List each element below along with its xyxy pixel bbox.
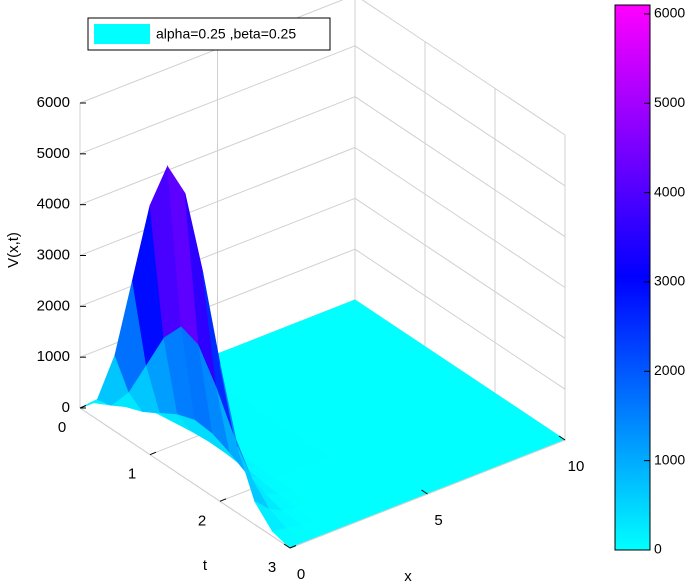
grid-line [354,197,566,339]
grid-line [354,96,566,238]
z-tick-label: 4000 [37,196,70,213]
legend: alpha=0.25 ,beta=0.25 [87,17,331,51]
t-tick-label: 0 [58,419,66,436]
z-tick-label: 2000 [37,297,70,314]
t-tick [219,498,227,502]
z-tick-label: 5000 [37,145,70,162]
t-tick [289,545,297,549]
z-axis-label: V(x,t) [5,232,22,268]
x-tick [558,435,566,441]
x-tick-label: 5 [434,512,442,529]
t-tick-label: 2 [198,512,206,529]
colorbar-tick-label: 1000 [654,451,685,467]
colorbar-tick-label: 6000 [654,5,685,21]
z-tick-label: 6000 [37,94,70,111]
t-axis [79,407,291,549]
colorbar [614,4,651,551]
t-tick [149,451,157,456]
grid-line [361,0,566,136]
x-tick [283,543,291,549]
surface [79,164,566,549]
colorbar-tick-label: 3000 [654,273,685,289]
t-axis-label: t [203,557,208,574]
x-axis-label: x [404,568,412,585]
t-tick-label: 1 [128,466,136,483]
legend-label: alpha=0.25 ,beta=0.25 [156,26,296,42]
grid-line [354,248,566,390]
t-tick [79,405,87,409]
z-tick-label: 1000 [37,348,70,365]
colorbar-tick-label: 2000 [654,362,685,378]
t-tick-label: 3 [268,559,276,576]
z-tick-label: 0 [62,399,70,416]
colorbar-tick-label: 5000 [654,94,685,110]
x-tick-label: 0 [297,566,305,583]
x-tick-label: 10 [568,458,585,475]
grid-line [354,45,566,187]
axes: 0 1000 2000 3000 4000 5000 6000 0 1 2 3 0 5 10 [37,94,585,583]
grid-line [354,147,566,288]
z-tick-label: 3000 [37,246,70,263]
colorbar-tick-label: 0 [654,541,662,557]
legend-swatch [94,24,150,44]
colorbar-tick-label: 4000 [654,183,685,199]
x-tick [421,489,428,495]
